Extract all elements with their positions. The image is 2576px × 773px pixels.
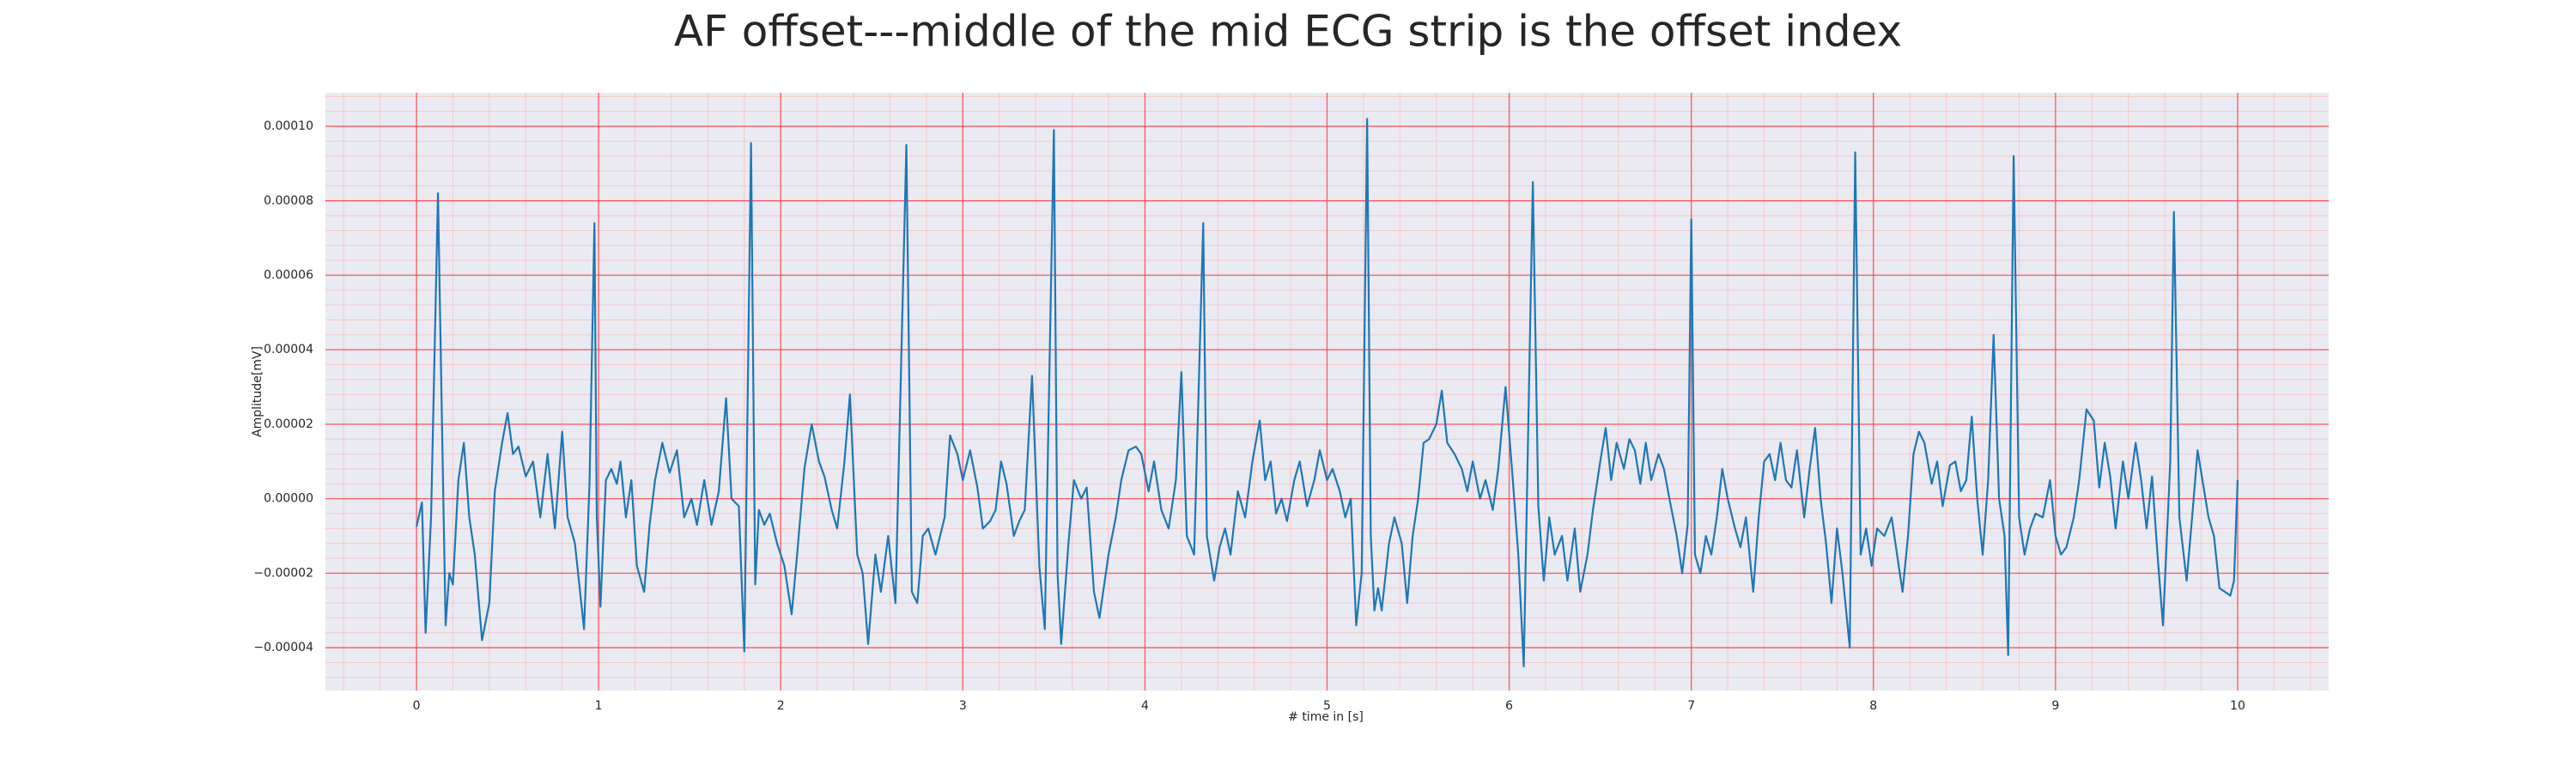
x-tick-label: 5 xyxy=(1323,699,1331,713)
y-tick-label: −0.00004 xyxy=(253,641,313,654)
x-tick-label: 6 xyxy=(1505,699,1513,713)
signal-line xyxy=(415,118,2239,667)
x-tick-label: 8 xyxy=(1869,699,1877,713)
y-axis-label: Amplitude[mV] xyxy=(251,346,264,437)
y-tick-label: 0.00008 xyxy=(264,194,313,208)
y-tick-label: 0.00010 xyxy=(264,119,313,133)
marks xyxy=(415,118,2239,667)
x-tick-label: 0 xyxy=(413,699,421,713)
x-axis-label: # time in [s] xyxy=(1288,710,1364,724)
y-tick-label: 0.00006 xyxy=(264,268,313,282)
x-tick-label: 3 xyxy=(959,699,967,713)
y-tick-label: −0.00002 xyxy=(253,566,313,580)
x-tick-label: 2 xyxy=(777,699,785,713)
y-tick-label: 0.00000 xyxy=(264,492,313,506)
y-tick-label: 0.00002 xyxy=(264,417,313,431)
y-tick-label: 0.00004 xyxy=(264,343,313,356)
x-tick-label: 10 xyxy=(2230,699,2245,713)
tick-labels: 0 1 2 3 4 5 6 7 8 9 10 −0.00004 −0.00002 0.00000 0.000… xyxy=(253,119,2245,713)
x-tick-label: 9 xyxy=(2051,699,2059,713)
x-tick-label: 4 xyxy=(1141,699,1149,713)
x-tick-label: 1 xyxy=(595,699,603,713)
x-tick-label: 7 xyxy=(1687,699,1695,713)
chart-title: AF offset---middle of the mid ECG strip … xyxy=(674,7,1902,57)
